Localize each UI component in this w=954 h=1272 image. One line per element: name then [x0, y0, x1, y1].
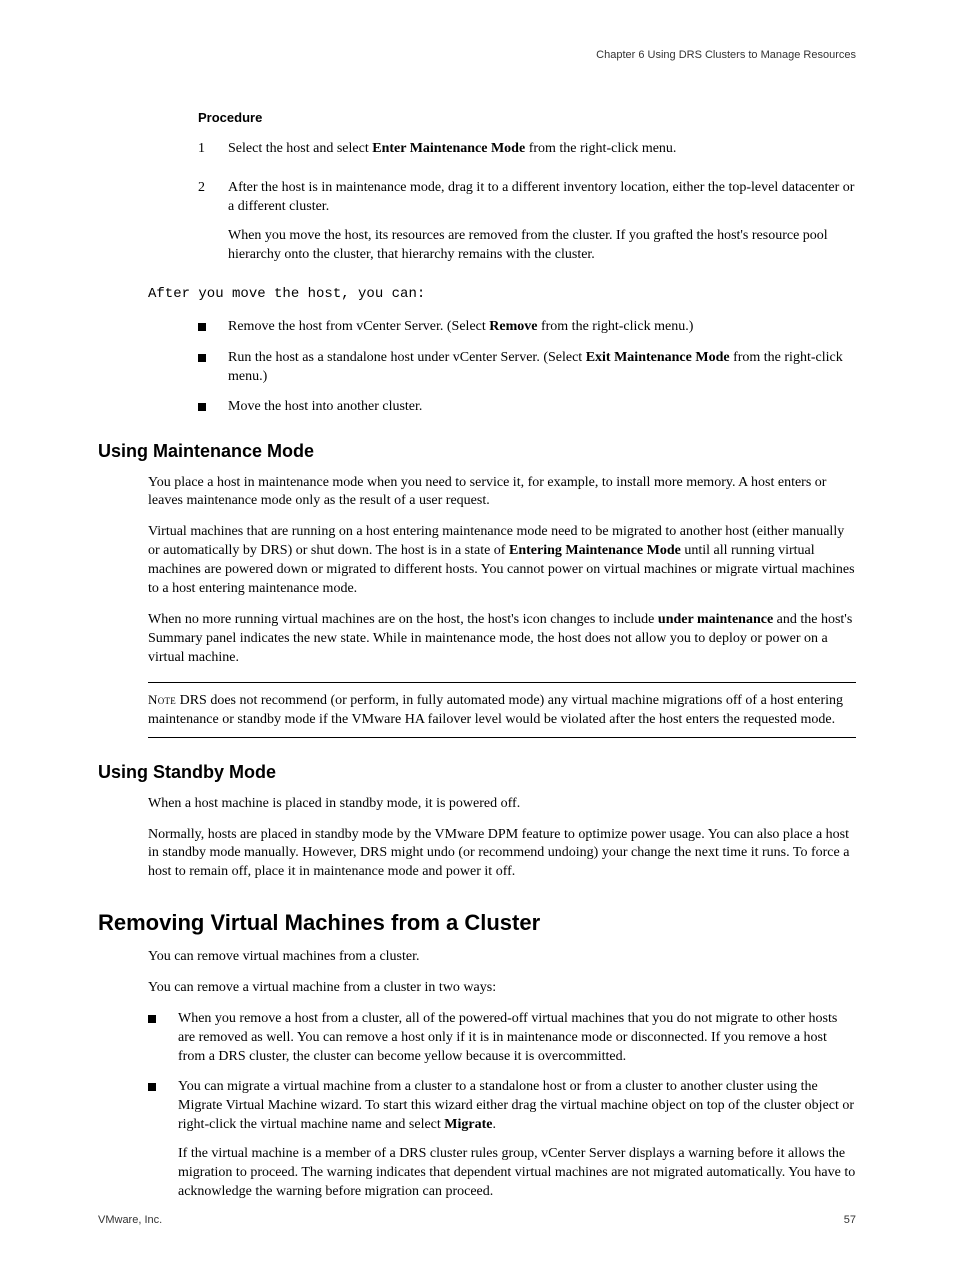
paragraph: Virtual machines that are running on a h…	[148, 523, 856, 599]
step-body: Select the host and select Enter Mainten…	[228, 140, 856, 159]
footer-left: VMware, Inc.	[98, 1213, 162, 1228]
list-item: When you remove a host from a cluster, a…	[148, 1010, 856, 1067]
paragraph: You can remove a virtual machine from a …	[148, 979, 856, 998]
mono-line: After you move the host, you can:	[148, 285, 856, 304]
after-move-list: Remove the host from vCenter Server. (Se…	[198, 318, 856, 418]
heading-standby-mode: Using Standby Mode	[98, 760, 856, 784]
note-label: Note	[148, 692, 176, 707]
content: Procedure 1 Select the host and select E…	[98, 109, 856, 1202]
procedure-step: 1 Select the host and select Enter Maint…	[198, 140, 856, 169]
list-item-text: When you remove a host from a cluster, a…	[178, 1011, 837, 1064]
paragraph: When no more running virtual machines ar…	[148, 611, 856, 668]
step-number: 2	[198, 179, 228, 198]
note-text: DRS does not recommend (or perform, in f…	[148, 693, 843, 727]
paragraph: Normally, hosts are placed in standby mo…	[148, 826, 856, 883]
step-body: After the host is in maintenance mode, d…	[228, 179, 856, 217]
paragraph: You can remove virtual machines from a c…	[148, 948, 856, 967]
list-item: Remove the host from vCenter Server. (Se…	[198, 318, 856, 337]
list-item-sub: If the virtual machine is a member of a …	[178, 1145, 856, 1202]
procedure-list: 1 Select the host and select Enter Maint…	[198, 140, 856, 274]
step-text: Select the host and select Enter Mainten…	[228, 140, 856, 169]
step-sub: When you move the host, its resources ar…	[228, 227, 856, 265]
footer-page-number: 57	[844, 1213, 856, 1228]
step-text: After the host is in maintenance mode, d…	[228, 179, 856, 275]
running-head: Chapter 6 Using DRS Clusters to Manage R…	[98, 48, 856, 63]
list-item: You can migrate a virtual machine from a…	[148, 1078, 856, 1201]
heading-maintenance-mode: Using Maintenance Mode	[98, 439, 856, 463]
after-move-block: Remove the host from vCenter Server. (Se…	[148, 318, 856, 418]
procedure-block: Procedure 1 Select the host and select E…	[148, 109, 856, 275]
paragraph: You place a host in maintenance mode whe…	[148, 474, 856, 512]
page: Chapter 6 Using DRS Clusters to Manage R…	[0, 0, 954, 1272]
procedure-step: 2 After the host is in maintenance mode,…	[198, 179, 856, 275]
footer: VMware, Inc. 57	[98, 1213, 856, 1228]
list-item-text: You can migrate a virtual machine from a…	[178, 1079, 854, 1132]
step-number: 1	[198, 140, 228, 159]
paragraph: When a host machine is placed in standby…	[148, 795, 856, 814]
note-box: Note DRS does not recommend (or perform,…	[148, 682, 856, 739]
procedure-heading: Procedure	[198, 109, 856, 127]
list-item: Move the host into another cluster.	[198, 398, 856, 417]
heading-removing-vms: Removing Virtual Machines from a Cluster	[98, 908, 856, 938]
removing-list: When you remove a host from a cluster, a…	[148, 1010, 856, 1202]
list-item: Run the host as a standalone host under …	[198, 349, 856, 387]
